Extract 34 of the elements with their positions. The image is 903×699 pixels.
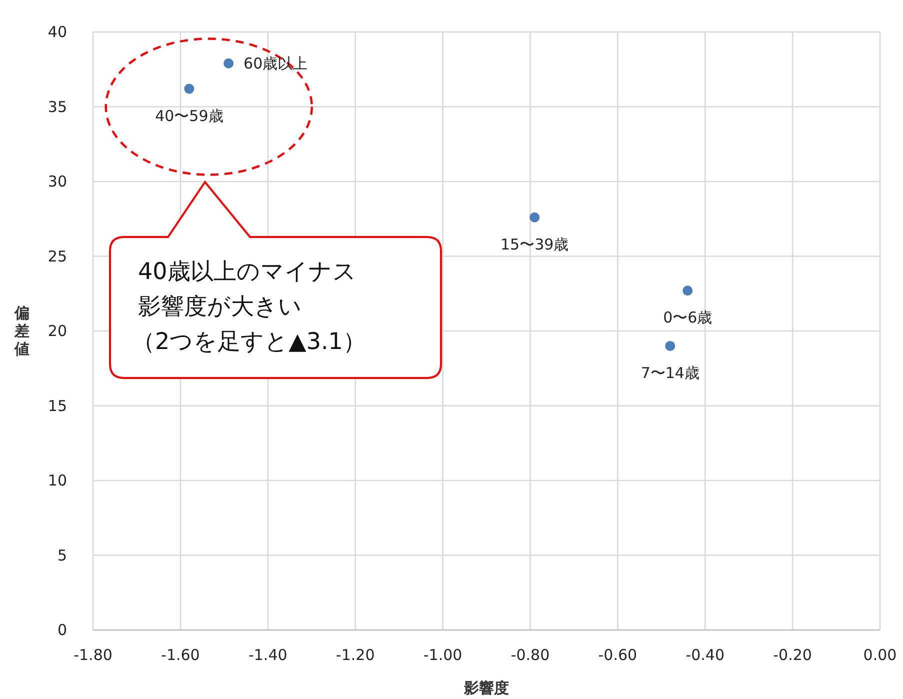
y-tick-label: 5 (57, 546, 67, 564)
point (184, 84, 194, 94)
x-tick-label: -0.40 (686, 646, 725, 664)
point (530, 212, 540, 222)
y-tick-label: 15 (48, 396, 67, 415)
annotation: 40歳以上のマイナス (138, 259, 356, 285)
x-tick-label: -1.80 (74, 646, 112, 664)
x-axis-title: 影響度 (463, 679, 509, 697)
annotation: 60歳以上 (244, 54, 308, 72)
y-tick-label: 35 (48, 98, 67, 116)
y-tick-label: 25 (48, 247, 67, 266)
annotation: 15〜39歳 (500, 235, 569, 254)
point (224, 58, 234, 68)
y-axis-title: 偏差値 (14, 304, 30, 358)
point (682, 286, 693, 296)
y-tick-label: 10 (48, 472, 67, 490)
y-tick-label: 40 (48, 23, 67, 41)
x-tick-label: -1.60 (161, 646, 200, 664)
y-tick-label: 20 (48, 322, 67, 340)
y-tick-label: 30 (48, 172, 67, 190)
x-tick-label: 0.00 (863, 646, 897, 664)
point (665, 340, 676, 351)
x-tick-label: -0.80 (510, 646, 550, 664)
annotation: （2つを足すと▲3.1） (132, 329, 366, 355)
y-tick-label: 0 (57, 621, 67, 639)
annotation: 7〜14歳 (640, 364, 700, 382)
x-tick-label: -0.20 (773, 646, 812, 664)
x-tick-label: -1.40 (248, 646, 288, 664)
x-tick-label: -0.60 (598, 646, 638, 664)
annotation: 40〜59歳 (155, 106, 224, 125)
x-tick-label: -1.00 (423, 646, 462, 664)
annotation: 影響度が大きい (138, 294, 302, 320)
x-tick-label: -1.20 (336, 646, 375, 664)
annotation: 0〜6歳 (663, 308, 712, 327)
